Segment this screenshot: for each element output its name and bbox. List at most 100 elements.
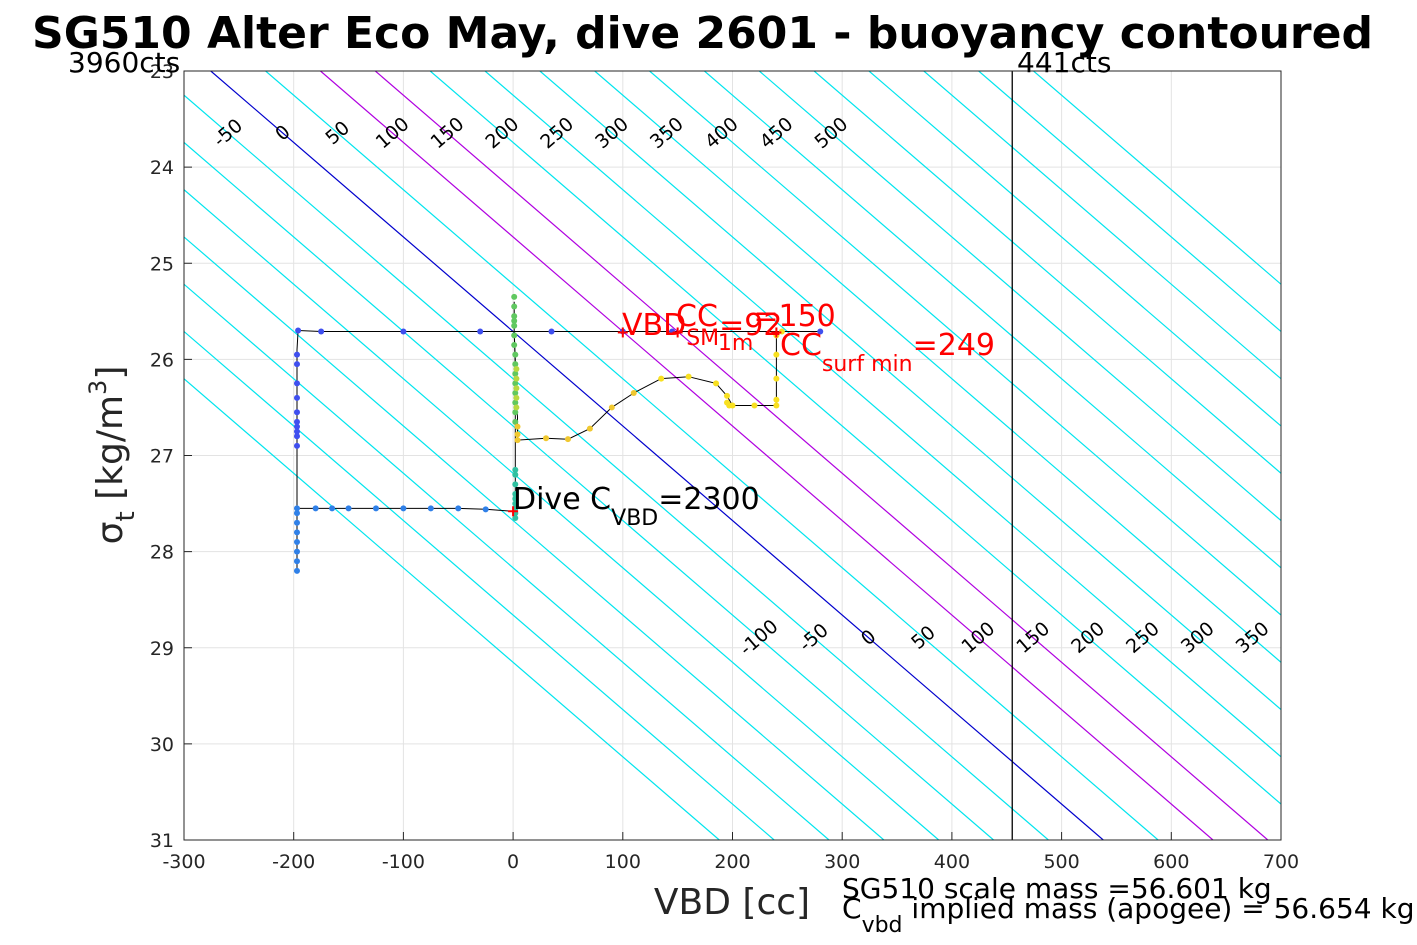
contour-line	[813, 71, 1281, 475]
contour-line	[210, 71, 1104, 840]
data-point	[293, 442, 300, 449]
data-point	[773, 402, 780, 409]
data-point	[512, 500, 519, 507]
data-point	[293, 529, 300, 536]
x-tick-label: 700	[1263, 851, 1299, 873]
x-tick-label: -200	[272, 851, 315, 873]
y-tick-label: 30	[150, 734, 174, 756]
contour-line	[184, 330, 775, 840]
data-point	[293, 423, 300, 430]
data-point	[511, 313, 518, 320]
contour-line	[484, 71, 1281, 758]
data-point	[729, 402, 736, 409]
x-axis-ticks: -300 -200 -100 0 100 200 300 400 500 600 700	[162, 832, 1299, 873]
y-tick-label: 25	[150, 253, 174, 275]
y-tick-label: 26	[150, 349, 174, 371]
data-point	[293, 519, 300, 526]
x-tick-label: -300	[162, 851, 205, 873]
data-point	[400, 328, 407, 335]
data-point	[293, 394, 300, 401]
data-point	[293, 567, 300, 574]
data-point	[586, 425, 593, 432]
y-axis-label-main: σ	[90, 522, 131, 545]
y-tick-label: 29	[150, 638, 174, 660]
data-point	[477, 328, 484, 335]
data-point	[512, 514, 519, 521]
data-point	[513, 394, 520, 401]
y-axis-ticks: 23 24 25 26 27 28 29 30 31	[150, 61, 192, 852]
data-point	[482, 506, 489, 513]
data-point	[345, 505, 352, 512]
data-point	[293, 558, 300, 565]
footer-scale-mass: SG510 scale mass =56.601 kg	[842, 872, 1272, 905]
data-point	[427, 505, 434, 512]
x-tick-label: 0	[507, 851, 519, 873]
x-tick-label: 500	[1043, 851, 1079, 873]
data-point	[512, 495, 519, 502]
data-point	[608, 404, 615, 411]
x-tick-label: 300	[824, 851, 860, 873]
data-point	[293, 548, 300, 555]
data-point	[318, 328, 325, 335]
contour-line	[184, 94, 1049, 840]
data-point	[658, 375, 665, 382]
data-point	[329, 505, 336, 512]
data-point	[512, 351, 519, 358]
x-tick-label: 400	[934, 851, 970, 873]
contour-line	[184, 283, 830, 840]
svg-text:σt [kg/m3]: σt [kg/m3]	[84, 366, 141, 545]
data-point	[512, 390, 519, 397]
y-tick-label: 28	[150, 542, 174, 564]
corner-left-label: 3960cts	[68, 46, 180, 79]
data-point	[817, 328, 824, 335]
data-point	[511, 332, 518, 339]
red-markers	[508, 327, 782, 517]
annotation-cc-1m: CC1m=150	[676, 299, 836, 356]
data-point	[512, 490, 519, 497]
contour-line	[594, 71, 1281, 664]
data-point	[543, 435, 550, 442]
data-point	[548, 328, 555, 335]
contour-line	[374, 71, 1269, 840]
data-point	[512, 409, 519, 416]
contour-line	[1033, 71, 1281, 286]
data-point	[511, 293, 518, 300]
y-tick-label: 31	[150, 830, 174, 852]
contour-line	[265, 71, 1159, 840]
data-point	[295, 327, 302, 334]
data-point	[512, 466, 519, 473]
data-point	[511, 317, 518, 324]
data-point	[713, 380, 720, 387]
data-point	[630, 390, 637, 397]
contour-line	[429, 71, 1281, 805]
chart-title: SG510 Alter Eco May, dive 2601 - buoyanc…	[32, 8, 1373, 59]
data-point	[512, 380, 519, 387]
contour-line	[978, 71, 1281, 333]
contour-line	[868, 71, 1281, 427]
annotation-dive-cvbd: Dive CVBD=2300	[513, 482, 760, 531]
data-point	[293, 361, 300, 368]
data-point	[293, 409, 300, 416]
data-point	[513, 404, 520, 411]
buoyancy-contours	[184, 71, 1281, 840]
data-point	[293, 505, 300, 512]
corner-right-label: 441cts	[1017, 46, 1111, 79]
data-point	[773, 351, 780, 358]
data-point	[293, 418, 300, 425]
data-point	[511, 341, 518, 348]
data-point	[513, 375, 520, 382]
data-point	[512, 471, 519, 478]
data-point	[724, 392, 731, 399]
y-axis-label-sub: t	[111, 511, 141, 521]
contour-line	[704, 71, 1281, 569]
data-point	[514, 423, 521, 430]
y-tick-label: 27	[150, 446, 174, 468]
dive-points	[293, 293, 824, 574]
data-point	[773, 375, 780, 382]
contour-line	[539, 71, 1281, 711]
data-point	[293, 539, 300, 546]
data-point	[312, 505, 319, 512]
contour-line	[649, 71, 1281, 616]
y-axis-label-unit-close: ]	[90, 366, 131, 380]
data-point	[512, 361, 519, 368]
